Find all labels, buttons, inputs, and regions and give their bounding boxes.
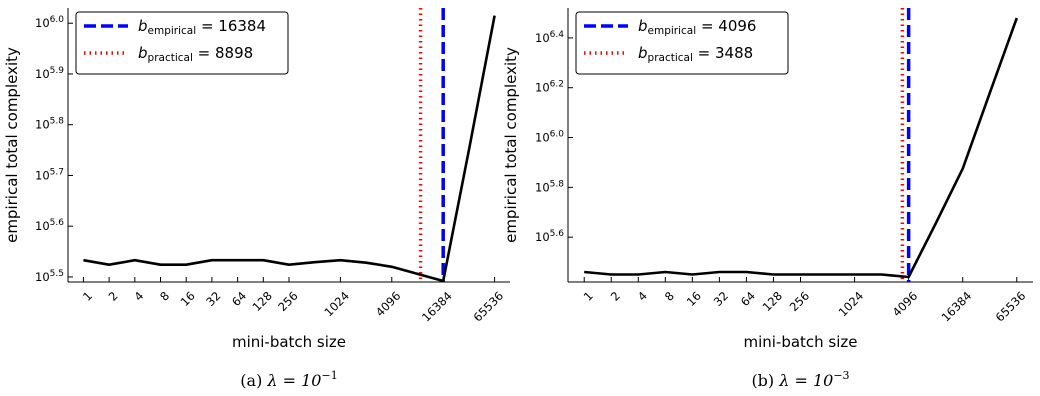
x-tick-label: 65536 bbox=[470, 289, 506, 325]
chart-panel-a: 105.5 105.6 105.7 105.8 105.9 106.0 1 2 4 8 16 32 64… bbox=[3, 8, 510, 390]
legend-label-practical: bpractical = 3488 bbox=[638, 44, 753, 64]
x-tick-label: 1024 bbox=[836, 289, 867, 320]
x-tick-label: 4096 bbox=[890, 289, 921, 320]
legend-box bbox=[75, 11, 289, 75]
x-tick-label: 32 bbox=[203, 289, 223, 309]
y-tick-label: 105.8 bbox=[535, 179, 564, 194]
x-tick-label: 8 bbox=[157, 289, 172, 304]
x-axis-label: mini-batch size bbox=[743, 333, 857, 351]
y-tick-label: 105.8 bbox=[35, 117, 64, 132]
y-axis-label: empirical total complexity bbox=[3, 47, 21, 243]
x-tick-label: 2 bbox=[608, 289, 623, 304]
x-tick-label: 256 bbox=[275, 289, 300, 314]
y-axis-label: empirical total complexity bbox=[502, 47, 520, 243]
legend-label-empirical: bempirical = 4096 bbox=[638, 17, 756, 37]
y-tick-label: 105.6 bbox=[535, 229, 564, 244]
x-tick-label: 1 bbox=[80, 289, 95, 304]
x-tick-label: 1024 bbox=[321, 289, 352, 320]
x-tick-label: 128 bbox=[760, 289, 785, 314]
legend-box bbox=[575, 11, 789, 75]
x-tick-label: 4096 bbox=[373, 289, 404, 320]
series-line bbox=[83, 15, 496, 283]
x-axis-label: mini-batch size bbox=[232, 333, 346, 351]
x-tick-label: 16384 bbox=[939, 289, 975, 325]
y-tick-label: 106.0 bbox=[35, 15, 64, 30]
chart-panel-b: 105.6 105.8 106.0 106.2 106.4 1 2 4 8 16 32 64 128 25… bbox=[502, 8, 1033, 390]
x-tick-label: 2 bbox=[106, 289, 121, 304]
y-tick-label: 105.5 bbox=[35, 269, 64, 284]
x-tick-label: 256 bbox=[787, 289, 812, 314]
y-tick-label: 106.2 bbox=[535, 80, 564, 95]
y-tick-label: 106.0 bbox=[535, 130, 564, 145]
x-tick-label: 16 bbox=[178, 289, 198, 309]
x-tick-label: 8 bbox=[662, 289, 677, 304]
y-tick-label: 105.9 bbox=[35, 66, 64, 81]
x-tick-label: 1 bbox=[581, 289, 596, 304]
series-line bbox=[584, 17, 1019, 279]
panel-caption: (b) λ = 10−3 bbox=[751, 369, 849, 390]
y-tick-label: 105.6 bbox=[35, 218, 64, 233]
x-tick-label: 128 bbox=[250, 289, 275, 314]
y-tick-label: 105.7 bbox=[35, 167, 64, 182]
x-tick-label: 64 bbox=[738, 289, 758, 309]
y-tick-label: 106.4 bbox=[535, 30, 564, 45]
x-tick-label: 65536 bbox=[993, 289, 1029, 325]
x-tick-label: 32 bbox=[711, 289, 731, 309]
panel-caption: (a) λ = 10−1 bbox=[240, 369, 337, 390]
x-tick-label: 4 bbox=[131, 289, 146, 304]
x-tick-label: 16 bbox=[684, 289, 704, 309]
legend-label-practical: bpractical = 8898 bbox=[138, 44, 253, 64]
x-tick-label: 16384 bbox=[419, 289, 455, 325]
x-tick-label: 64 bbox=[229, 289, 249, 309]
legend-label-empirical: bempirical = 16384 bbox=[138, 17, 266, 37]
x-tick-label: 4 bbox=[635, 289, 650, 304]
